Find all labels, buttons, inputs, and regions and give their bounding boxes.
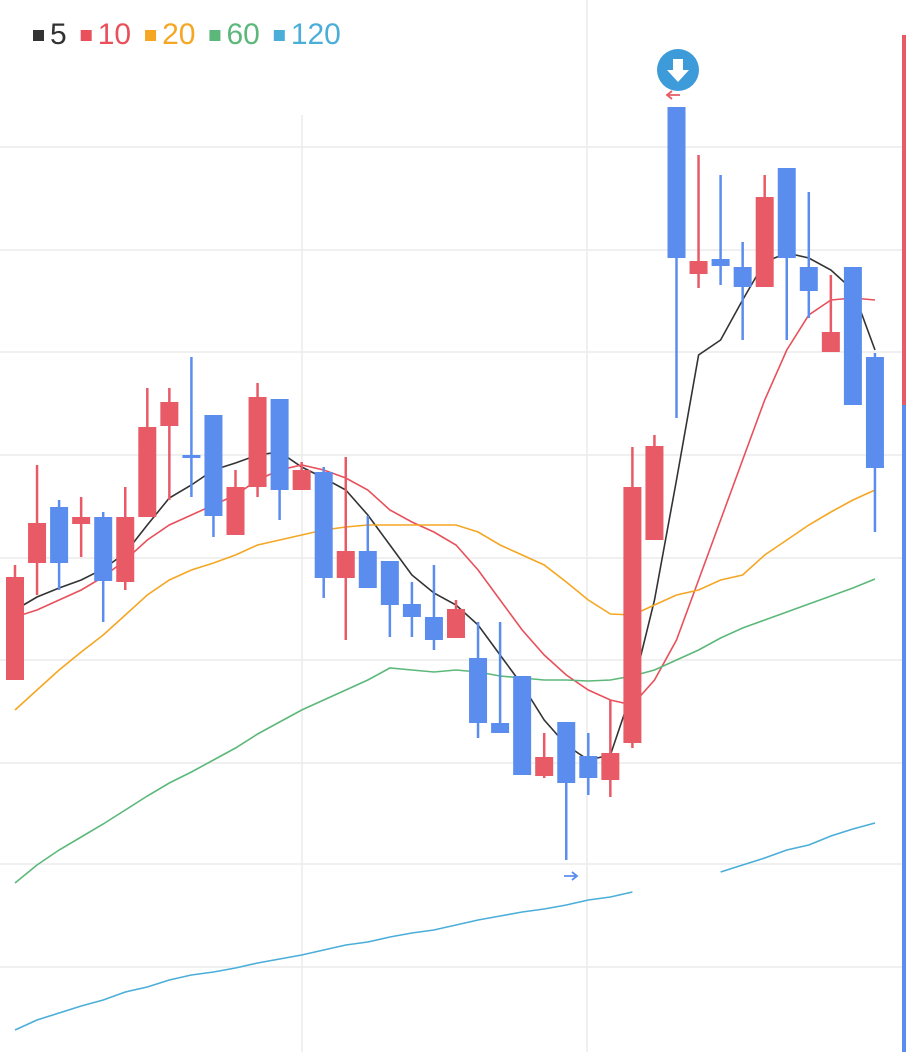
- candle-body: [777, 168, 796, 258]
- legend-swatch: [33, 30, 44, 41]
- candle-body: [623, 487, 642, 743]
- candle-body: [402, 604, 421, 617]
- legend-label: 60: [226, 18, 259, 51]
- candle-body: [72, 517, 91, 524]
- candle-body: [358, 551, 377, 588]
- candle-body: [843, 267, 862, 405]
- candle-body: [535, 757, 554, 776]
- candle-body: [204, 415, 223, 516]
- candle-body: [601, 753, 620, 780]
- candle-body: [160, 402, 179, 426]
- candle-body: [755, 197, 774, 287]
- ma-line: [14, 822, 876, 1031]
- legend-label: 5: [50, 18, 67, 51]
- candle-body: [491, 723, 510, 733]
- candle-body: [292, 470, 311, 490]
- down-arrow-icon: [667, 59, 689, 82]
- legend-swatch: [273, 30, 285, 41]
- candle-body: [138, 427, 157, 517]
- candle-body: [513, 676, 532, 775]
- legend: 5 10 20 60 120: [33, 18, 341, 51]
- legend-label: 120: [291, 18, 341, 51]
- candle-body: [711, 259, 730, 266]
- candle-body: [270, 399, 289, 490]
- edge-bar-up: [902, 35, 906, 405]
- max-arrow: [665, 90, 680, 100]
- candle-body: [865, 357, 884, 468]
- candle-body: [667, 107, 686, 258]
- candle-body: [314, 472, 333, 578]
- legend-swatch: [145, 30, 157, 41]
- legend-swatch: [209, 30, 221, 41]
- lines: [14, 252, 876, 1031]
- ma-line: [14, 297, 876, 706]
- candle-body: [6, 577, 24, 680]
- legend-label: 10: [98, 18, 131, 51]
- candle-body: [689, 261, 708, 274]
- edge-bar-down: [902, 405, 906, 1052]
- candle-body: [182, 455, 201, 458]
- candle-body: [50, 507, 69, 563]
- candle-body: [469, 658, 488, 723]
- ma-line: [14, 489, 876, 711]
- candle-body: [424, 617, 443, 640]
- candle-body: [645, 446, 664, 540]
- candle-body: [579, 756, 598, 778]
- candle-body: [380, 561, 399, 605]
- candle-body: [248, 397, 267, 487]
- legend-swatch: [80, 30, 92, 41]
- candle-body: [733, 267, 752, 287]
- candle-body: [336, 551, 355, 578]
- candle-body: [94, 517, 113, 581]
- candle-body: [28, 523, 47, 563]
- candle-body: [799, 267, 818, 291]
- ma-line: [14, 252, 876, 761]
- candle-body: [226, 487, 245, 535]
- candle-body: [447, 609, 465, 638]
- candle-body: [557, 722, 576, 783]
- candle-body: [116, 517, 135, 582]
- ma-line: [14, 578, 876, 884]
- legend-label: 20: [162, 18, 195, 51]
- markers: [564, 35, 906, 1052]
- candles: [6, 107, 884, 860]
- candle-body: [821, 332, 840, 352]
- min-arrow: [564, 871, 579, 881]
